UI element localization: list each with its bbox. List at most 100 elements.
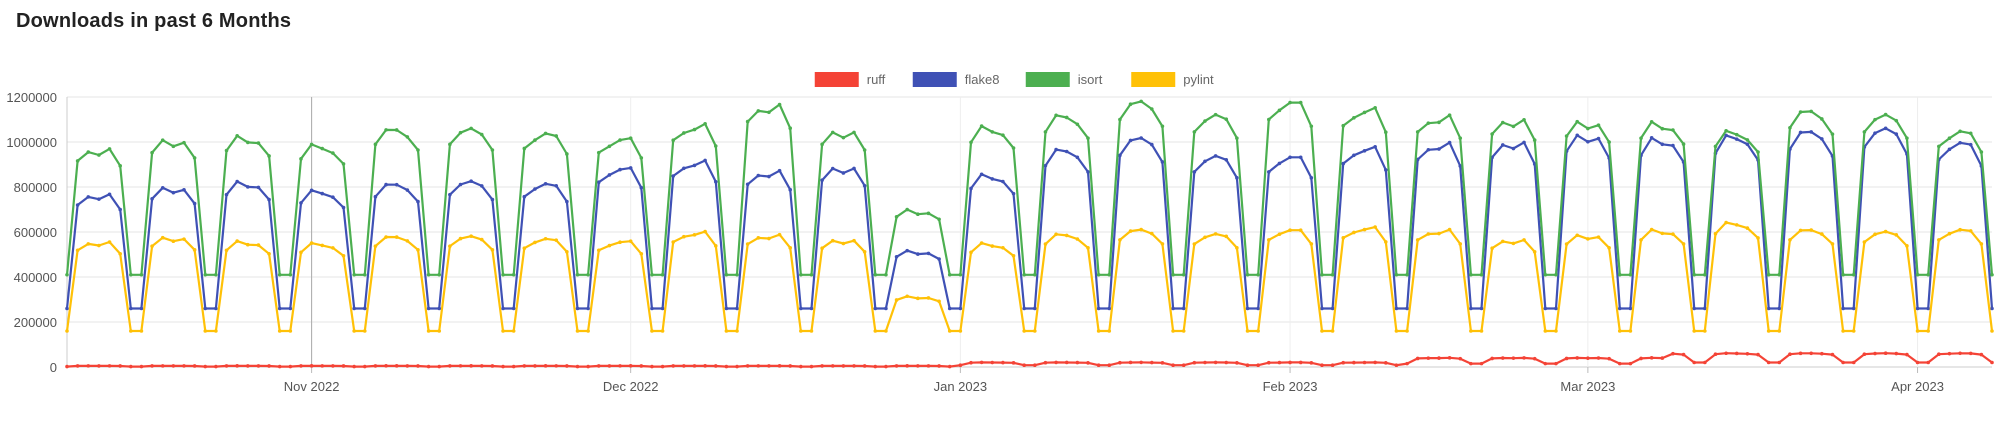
data-point-pylint <box>1596 235 1601 239</box>
data-point-isort <box>1256 272 1260 277</box>
data-point-flake8 <box>1352 153 1356 158</box>
data-point-flake8 <box>820 178 824 182</box>
data-point-isort <box>458 130 463 135</box>
data-point-flake8 <box>1235 176 1239 180</box>
data-point-ruff <box>1011 361 1016 365</box>
data-point-ruff <box>841 364 846 368</box>
data-point-pylint <box>1054 232 1058 237</box>
data-point-isort <box>1809 109 1813 114</box>
data-point-pylint <box>235 239 239 243</box>
data-point-ruff <box>1660 356 1665 360</box>
data-point-pylint <box>554 238 559 242</box>
data-point-ruff <box>75 364 80 368</box>
data-point-isort <box>426 272 431 277</box>
data-point-isort <box>607 144 612 149</box>
data-point-ruff <box>1309 361 1314 365</box>
data-point-pylint <box>362 329 367 333</box>
data-point-isort <box>1213 112 1218 117</box>
data-point-pylint <box>1192 242 1197 246</box>
data-point-pylint <box>182 237 186 241</box>
data-point-flake8 <box>799 306 803 311</box>
data-point-flake8 <box>118 207 122 212</box>
data-point-ruff <box>1203 360 1207 365</box>
data-point-isort <box>437 272 442 277</box>
data-point-pylint <box>873 329 878 333</box>
data-point-pylint <box>1522 238 1526 242</box>
data-point-pylint <box>1841 329 1845 333</box>
data-point-flake8 <box>533 187 537 191</box>
data-point-pylint <box>1150 231 1154 236</box>
data-point-ruff <box>1883 351 1888 356</box>
data-point-pylint <box>1575 233 1580 238</box>
data-point-ruff <box>394 364 399 368</box>
data-point-flake8 <box>394 182 399 187</box>
data-point-isort <box>1298 100 1303 105</box>
data-point-ruff <box>1596 356 1601 360</box>
data-point-flake8 <box>809 306 814 311</box>
data-point-flake8 <box>522 194 527 199</box>
data-point-ruff <box>820 364 824 368</box>
data-point-pylint <box>373 244 378 248</box>
data-point-ruff <box>1820 351 1824 356</box>
data-point-isort <box>267 154 271 158</box>
data-point-ruff <box>522 364 527 368</box>
data-point-isort <box>692 127 697 132</box>
data-point-flake8 <box>713 179 718 184</box>
data-point-flake8 <box>554 184 559 188</box>
data-point-ruff <box>1926 360 1930 365</box>
data-point-isort <box>1373 105 1377 110</box>
data-point-isort <box>1830 132 1835 136</box>
data-point-pylint <box>1777 329 1782 333</box>
data-point-ruff <box>1075 360 1080 365</box>
data-point-isort <box>947 272 952 277</box>
data-point-pylint <box>1458 242 1463 246</box>
data-point-pylint <box>767 236 771 241</box>
data-point-ruff <box>1958 351 1962 356</box>
data-point-ruff <box>118 364 122 368</box>
data-point-ruff <box>1692 360 1697 365</box>
data-point-isort <box>1245 272 1250 277</box>
legend: ruff flake8 isort pylint <box>814 72 1214 87</box>
data-point-isort <box>1001 133 1005 137</box>
data-point-ruff <box>1894 351 1899 356</box>
data-point-ruff <box>639 364 644 368</box>
data-point-flake8 <box>1309 176 1314 180</box>
data-point-pylint <box>150 244 154 248</box>
data-point-isort <box>214 272 218 277</box>
data-point-isort <box>1820 117 1824 121</box>
data-point-pylint <box>309 241 314 245</box>
data-point-ruff <box>543 364 548 368</box>
data-point-ruff <box>1575 356 1580 360</box>
data-point-pylint <box>1586 237 1590 241</box>
data-point-flake8 <box>416 199 420 204</box>
data-point-isort <box>586 272 590 277</box>
data-point-ruff <box>1458 356 1463 361</box>
data-point-isort <box>171 144 176 149</box>
data-point-isort <box>256 141 261 145</box>
data-point-isort <box>1064 115 1069 120</box>
data-point-pylint <box>660 329 665 333</box>
data-point-pylint <box>1256 329 1260 333</box>
data-point-ruff <box>490 364 495 368</box>
data-point-pylint <box>1511 241 1516 246</box>
data-point-isort <box>309 142 314 147</box>
data-point-pylint <box>1001 245 1005 250</box>
data-point-isort <box>1447 113 1452 117</box>
data-point-flake8 <box>501 306 505 311</box>
data-point-ruff <box>862 364 867 368</box>
data-point-isort <box>1958 129 1962 134</box>
data-point-pylint <box>724 329 729 333</box>
data-point-flake8 <box>1086 170 1090 174</box>
data-point-isort <box>1011 146 1016 150</box>
data-point-flake8 <box>1458 164 1463 168</box>
data-point-isort <box>777 102 782 107</box>
data-point-ruff <box>107 364 112 368</box>
data-point-pylint <box>1011 253 1016 258</box>
data-point-isort <box>320 146 325 151</box>
legend-swatch-isort <box>1025 72 1070 87</box>
data-point-pylint <box>692 233 697 237</box>
data-point-ruff <box>416 364 420 368</box>
data-point-flake8 <box>1298 155 1303 160</box>
data-point-isort <box>841 135 846 140</box>
data-point-pylint <box>469 234 473 239</box>
